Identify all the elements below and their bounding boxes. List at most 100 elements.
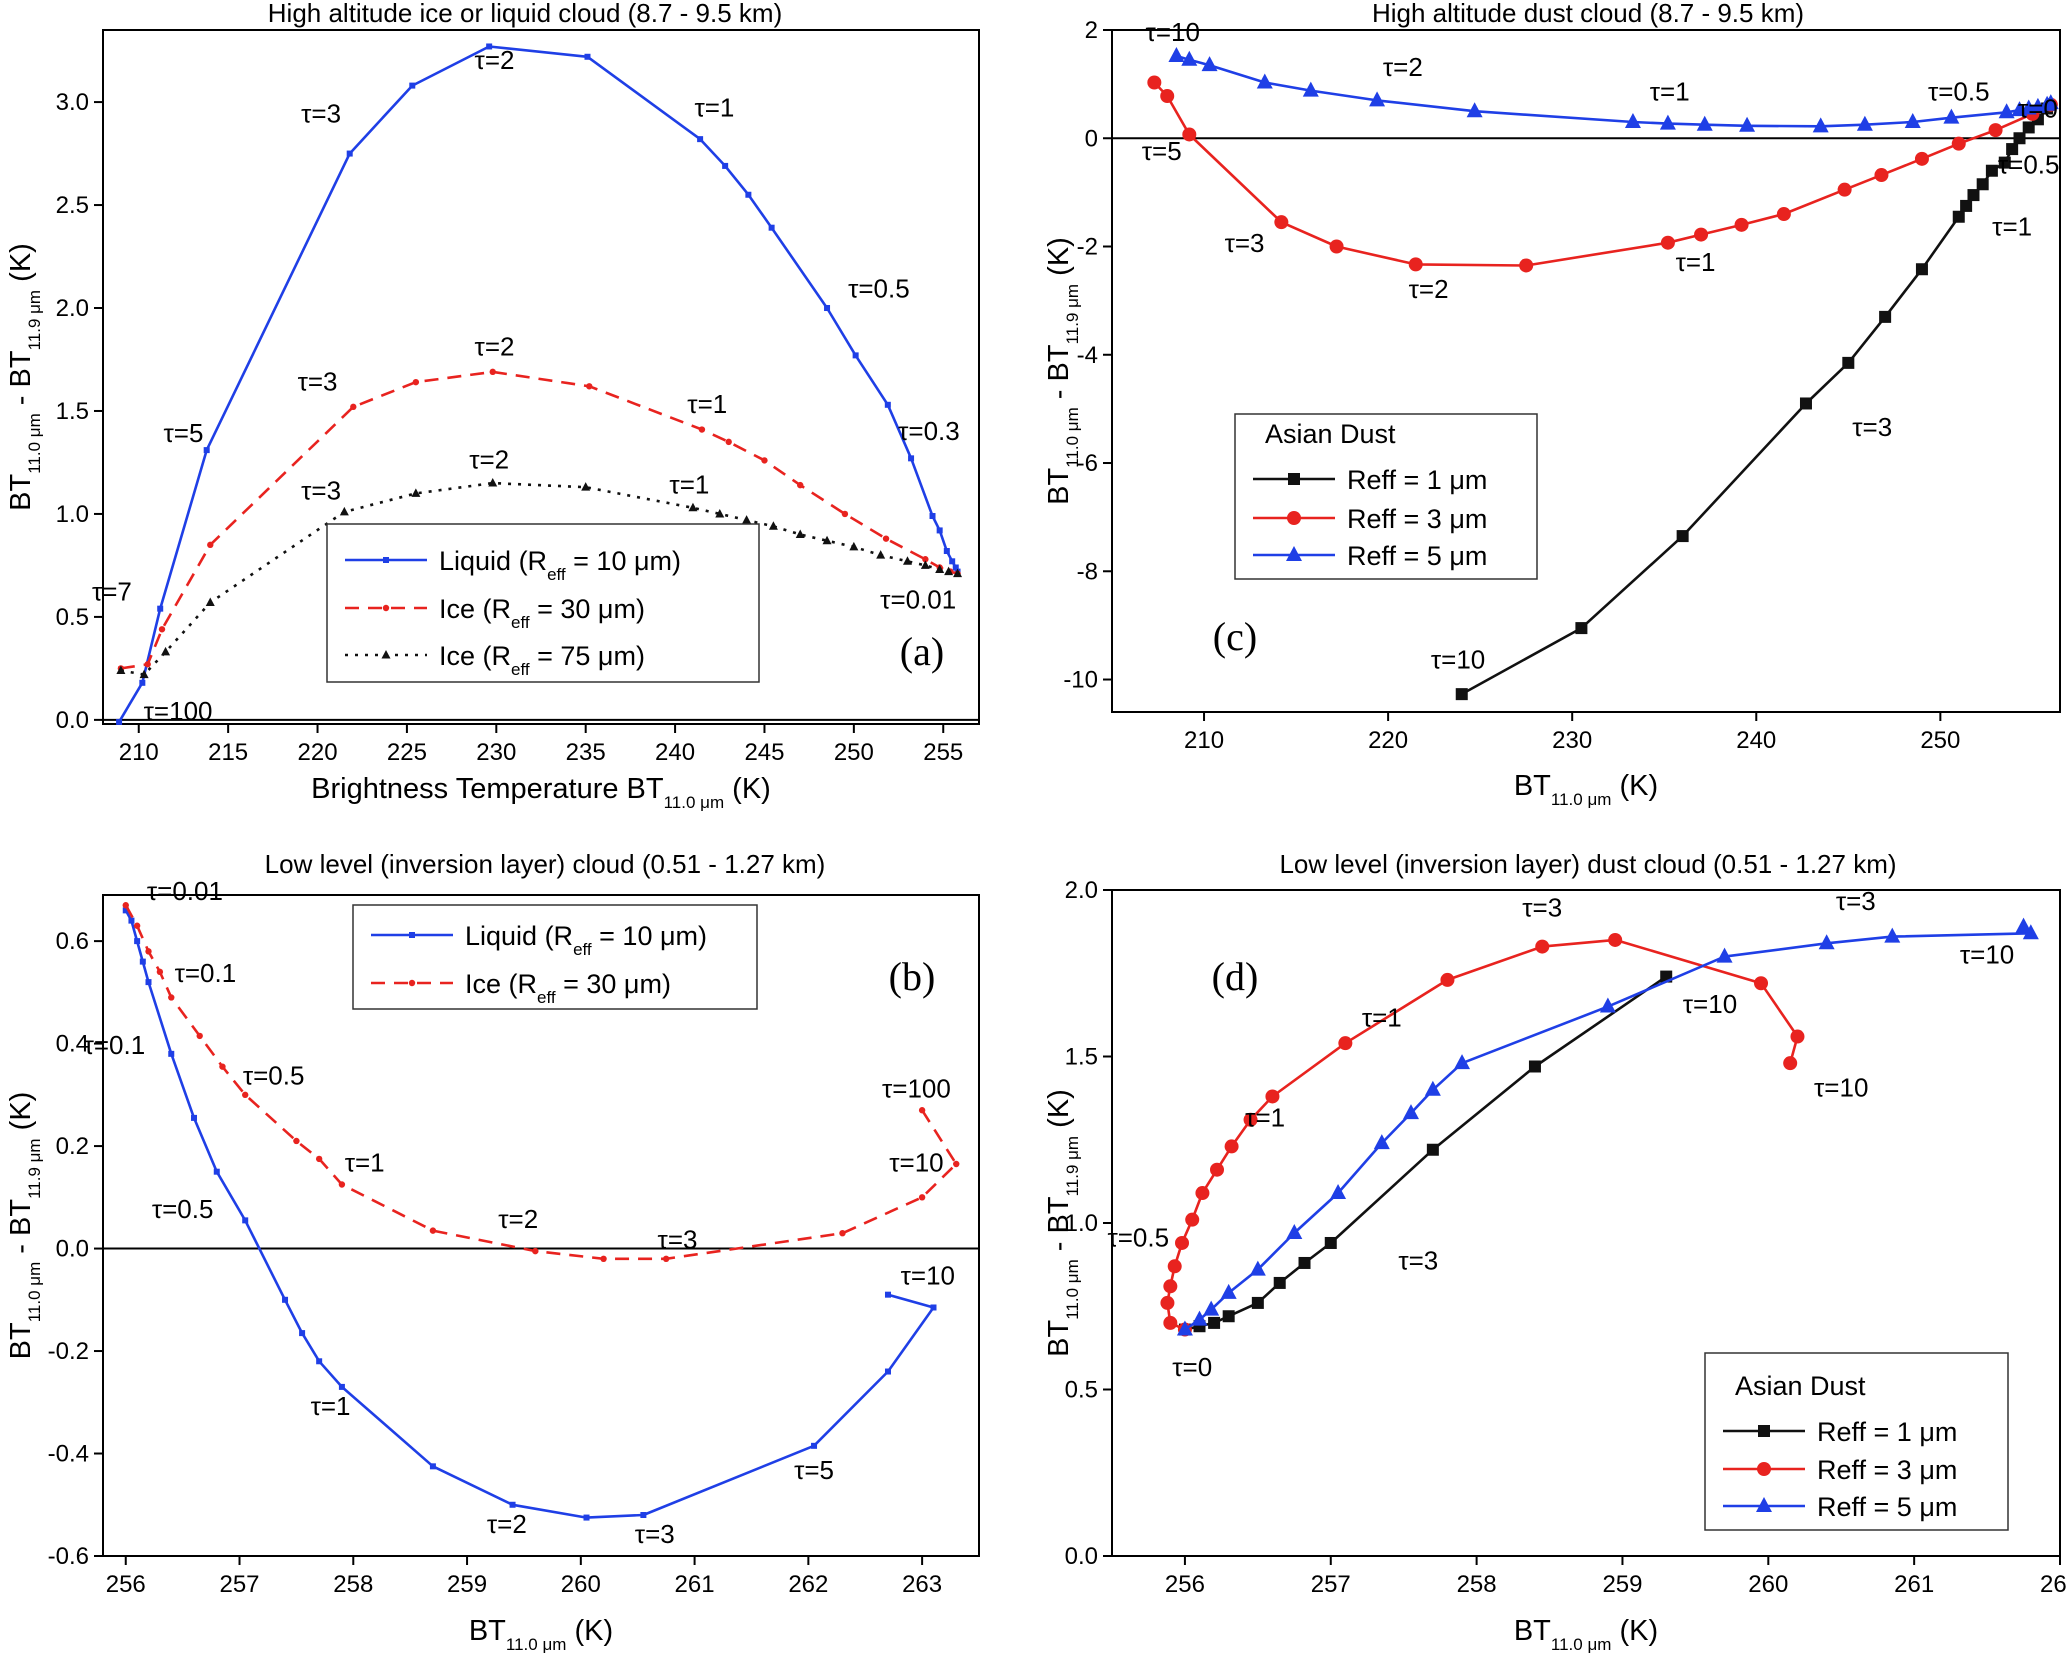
data-point xyxy=(1203,1300,1220,1316)
y-tick-label: 2.0 xyxy=(56,295,89,322)
data-point xyxy=(1879,310,1892,323)
data-point xyxy=(157,605,164,612)
panel-label: (d) xyxy=(1212,954,1259,999)
x-tick-label: 260 xyxy=(1748,1571,1788,1598)
tau-annotation: τ=1 xyxy=(345,1148,385,1178)
chart-panel-a: 210 215 220 225 230 235 240 245 250 255 0.0 0.5 1.0 1… xyxy=(5,0,980,812)
data-point xyxy=(219,1063,226,1070)
chart-panel-b: 256 257 258 259 260 261 262 263 -0.6 -0.4 -0.2 0.0 0… xyxy=(5,849,980,1654)
tau-annotation: τ=10 xyxy=(1146,17,1200,47)
tau-annotation: τ=2 xyxy=(1383,52,1423,82)
tau-annotation: τ=2 xyxy=(498,1204,538,1234)
data-point xyxy=(1455,688,1468,701)
data-point xyxy=(1967,189,1980,202)
data-point xyxy=(1976,178,1989,191)
tau-annotation: τ=1 xyxy=(1650,76,1690,106)
data-point xyxy=(1783,1056,1798,1071)
data-point xyxy=(797,481,804,489)
y-tick-label: 2.0 xyxy=(1065,877,1098,904)
series-1 xyxy=(122,907,937,1521)
data-point xyxy=(133,922,141,929)
legend-swatch-marker xyxy=(1757,1462,1771,1476)
data-point xyxy=(156,968,164,976)
legend: Liquid (Reff = 10 μm) Ice (Reff = 30 μm) xyxy=(352,904,758,1010)
tau-annotation: τ=0.5 xyxy=(243,1061,305,1091)
x-axis-label: Brightness Temperature BT11.0 μm (K) xyxy=(311,773,771,812)
data-point xyxy=(128,917,135,924)
x-axis-label: BT11.0 μm (K) xyxy=(1514,770,1658,809)
legend: Liquid (Reff = 10 μm) Ice (Reff = 30 μm) I… xyxy=(326,523,760,683)
x-tick-label: 259 xyxy=(447,1571,487,1598)
series-2 xyxy=(1147,75,2058,273)
tau-annotation: τ=0.5 xyxy=(152,1194,214,1224)
tau-annotation: τ=0.1 xyxy=(175,958,237,988)
data-point xyxy=(282,1296,289,1303)
data-point xyxy=(1528,1060,1541,1073)
y-tick-label: -0.2 xyxy=(48,1338,89,1365)
chart-title: High altitude dust cloud (8.7 - 9.5 km) xyxy=(1372,0,1804,28)
data-point xyxy=(1176,1320,1193,1336)
data-point xyxy=(1519,258,1534,273)
data-point xyxy=(876,550,886,559)
tau-annotation: τ=3 xyxy=(1398,1246,1438,1276)
chart-title: Low level (inversion layer) cloud (0.51 … xyxy=(265,849,826,879)
data-point xyxy=(139,679,146,686)
tau-annotation: τ=3 xyxy=(301,99,341,129)
x-tick-label: 245 xyxy=(744,739,784,766)
data-point xyxy=(161,646,171,656)
data-point xyxy=(1818,934,1835,950)
x-tick-label: 258 xyxy=(1457,1571,1497,1598)
data-point xyxy=(532,1247,539,1255)
y-tick-label: 0.4 xyxy=(56,1031,89,1058)
x-tick-label: 258 xyxy=(333,1571,373,1598)
tau-annotation: τ=100 xyxy=(882,1073,951,1103)
data-point xyxy=(1696,115,1713,131)
data-point xyxy=(952,564,959,571)
data-point xyxy=(145,979,152,986)
legend-title: Asian Dust xyxy=(1735,1371,1866,1401)
data-point xyxy=(1998,103,2015,119)
chart-panel-d: 256 257 258 259 260 261 262 0.0 0.5 1.0 1.5 2.0 Low … xyxy=(1043,849,2067,1654)
tau-annotation: τ=10 xyxy=(1431,645,1485,675)
data-point xyxy=(116,718,123,725)
data-point xyxy=(1222,1310,1235,1323)
data-point xyxy=(158,626,166,633)
data-point xyxy=(1776,207,1791,222)
data-point xyxy=(1195,1186,1210,1201)
series-2 xyxy=(1160,932,1805,1337)
x-tick-label: 235 xyxy=(566,739,606,766)
data-point xyxy=(1330,1184,1347,1200)
data-point xyxy=(884,401,891,408)
data-point xyxy=(2042,94,2059,110)
tau-annotation: τ=7 xyxy=(92,576,132,606)
data-point xyxy=(1754,976,1769,991)
y-tick-label: 0.0 xyxy=(56,707,89,734)
x-axis-label: BT11.0 μm (K) xyxy=(1514,1615,1658,1654)
x-tick-label: 240 xyxy=(655,739,695,766)
tau-annotation: τ=0 xyxy=(1172,1352,1212,1382)
data-point xyxy=(908,455,915,462)
data-point xyxy=(205,597,215,606)
y-tick-label: 0.0 xyxy=(1065,1543,1098,1570)
data-point xyxy=(697,136,704,143)
data-point xyxy=(316,1358,323,1365)
data-point xyxy=(116,665,126,674)
data-point xyxy=(1220,1283,1237,1299)
data-point xyxy=(1599,997,1616,1013)
legend-swatch-marker xyxy=(408,979,416,987)
series-1 xyxy=(1455,102,2054,701)
data-point xyxy=(1535,939,1550,954)
data-point xyxy=(715,508,725,518)
data-point xyxy=(1324,1236,1337,1249)
x-tick-label: 260 xyxy=(561,1571,601,1598)
data-point xyxy=(944,566,954,576)
data-point xyxy=(1402,1104,1419,1120)
data-point xyxy=(688,502,698,512)
legend-swatch-marker xyxy=(382,604,390,612)
panel-label: (b) xyxy=(889,954,936,999)
data-point xyxy=(1915,263,1928,276)
legend-box xyxy=(326,523,760,683)
data-point xyxy=(1874,168,1889,183)
legend-swatch-marker xyxy=(1288,473,1300,485)
y-tick-label: 0.0 xyxy=(56,1236,89,1263)
